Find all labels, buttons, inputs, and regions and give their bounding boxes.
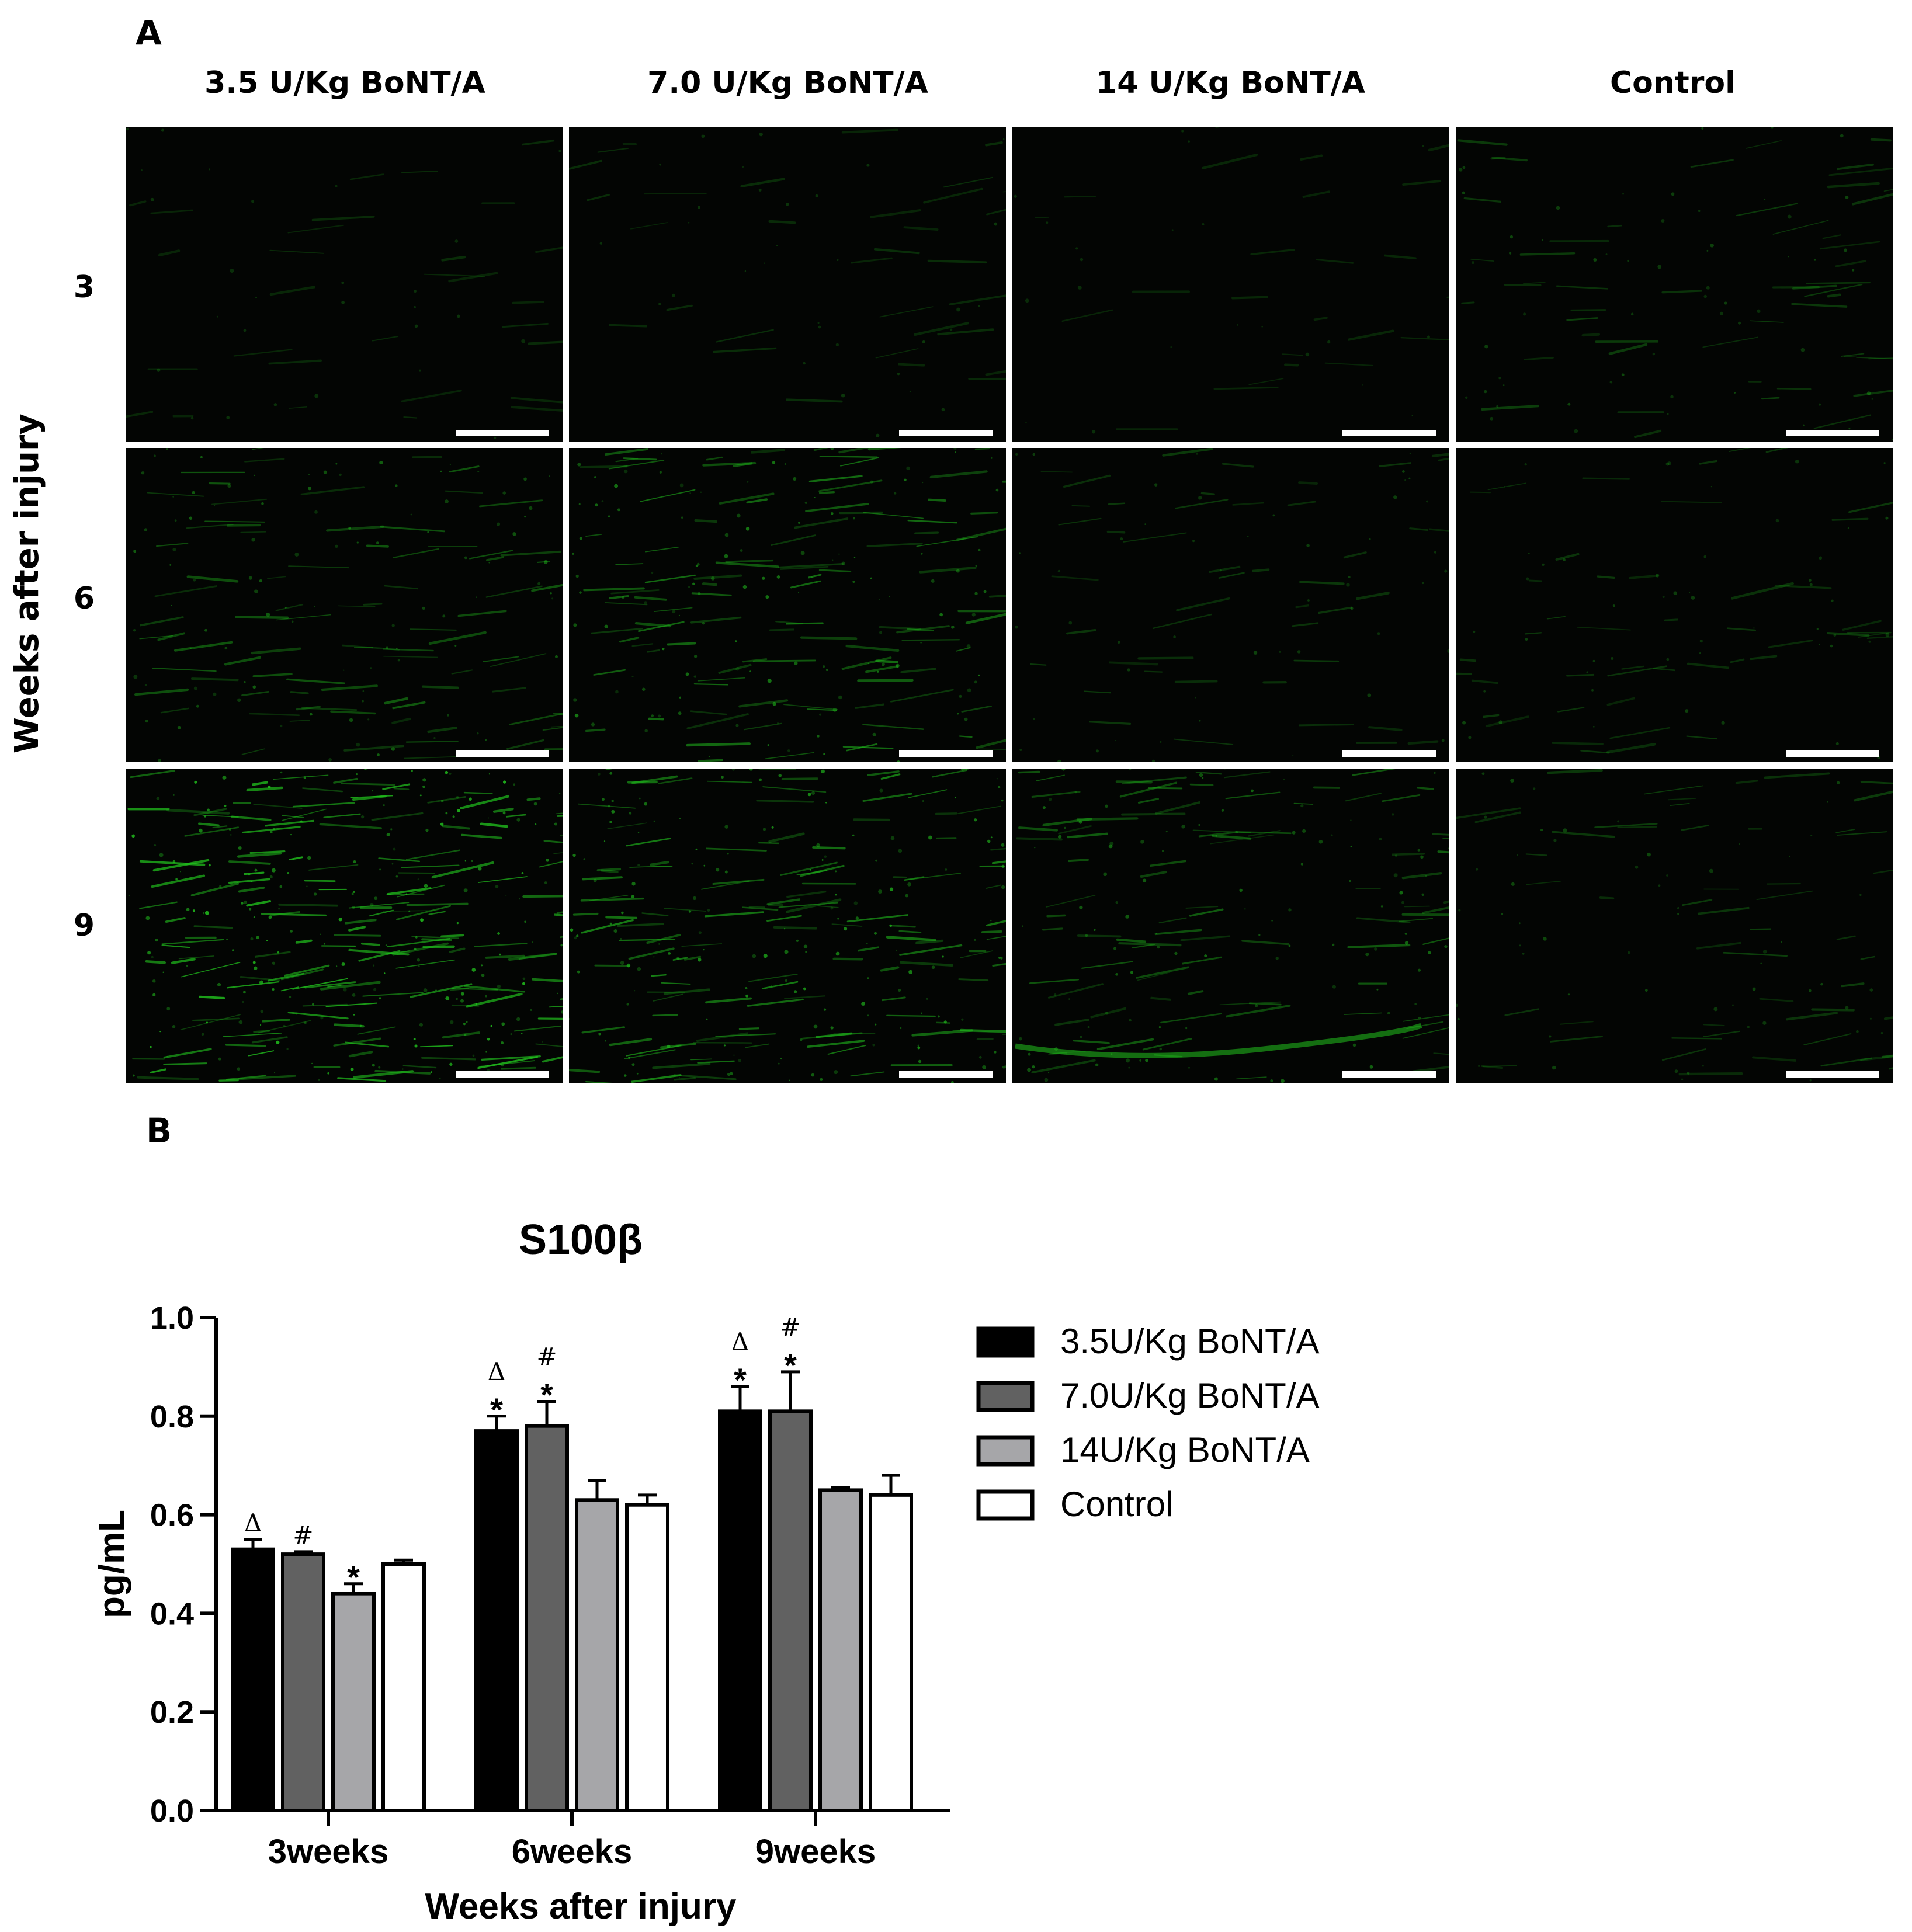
bar: [818, 1488, 863, 1812]
scale-bar: [1342, 1071, 1436, 1078]
significance-mark: Δ: [244, 1509, 262, 1537]
legend-entry: 14U/Kg BoNT/A: [1060, 1430, 1310, 1469]
bar: [718, 1409, 762, 1813]
micrograph-tile: [569, 769, 1006, 1083]
micrograph-tile: [1012, 127, 1449, 442]
y-tick-label: 0.0: [150, 1794, 194, 1829]
significance-mark: #: [536, 1342, 557, 1371]
y-tick-label: 0.4: [150, 1596, 194, 1631]
column-label-control: Control: [1610, 65, 1736, 100]
micrograph-grid: [126, 127, 1893, 1083]
bar: [331, 1592, 376, 1812]
legend-swatch: [976, 1489, 1035, 1521]
scale-bar: [1342, 430, 1436, 436]
x-tick-label: 9weeks: [755, 1833, 876, 1871]
legend-entry: 7.0U/Kg BoNT/A: [1060, 1376, 1320, 1415]
micrograph-tile: [569, 127, 1006, 442]
bar: [474, 1429, 519, 1813]
significance-mark: #: [293, 1521, 313, 1549]
bar: [231, 1547, 275, 1812]
legend-entry: Control: [1060, 1485, 1173, 1524]
significance-mark: *: [490, 1391, 503, 1428]
micrograph-tile: [569, 448, 1006, 762]
row-label-week-3: 3: [73, 270, 95, 305]
scale-bar: [899, 750, 993, 757]
panel-a-letter: A: [136, 13, 162, 53]
significance-mark: #: [780, 1313, 800, 1342]
row-label-week-9: 9: [73, 908, 95, 943]
bar: [525, 1424, 569, 1812]
x-tick-label: 6weeks: [512, 1833, 632, 1871]
legend-entry: 3.5U/Kg BoNT/A: [1060, 1322, 1320, 1361]
scale-bar: [1342, 750, 1436, 757]
column-label-14-dose: 14 U/Kg BoNT/A: [1096, 65, 1365, 100]
y-tick-label: 0.6: [150, 1498, 194, 1533]
scale-bar: [456, 750, 549, 757]
scale-bar: [1786, 430, 1879, 436]
scale-bar: [456, 1071, 549, 1078]
significance-mark: *: [784, 1347, 797, 1384]
bar: [281, 1552, 325, 1813]
micrograph-tile: [1456, 448, 1893, 762]
legend-swatch: [976, 1381, 1035, 1412]
bar: [381, 1562, 426, 1812]
micrograph-tile: [1456, 127, 1893, 442]
significance-mark: *: [347, 1559, 360, 1596]
bar: [869, 1493, 913, 1813]
y-axis-label: pg/mL: [92, 1510, 132, 1618]
row-label-week-6: 6: [73, 581, 95, 616]
column-label-7-0-dose: 7.0 U/Kg BoNT/A: [647, 65, 928, 100]
chart-title: S100β: [519, 1217, 643, 1263]
panel-b-letter: B: [146, 1111, 172, 1151]
bar: [768, 1409, 813, 1813]
scale-bar: [899, 1071, 993, 1078]
significance-mark: Δ: [731, 1328, 749, 1356]
x-tick-label: 3weeks: [268, 1833, 388, 1871]
significance-mark: Δ: [488, 1357, 505, 1386]
scale-bar: [456, 430, 549, 436]
significance-mark: *: [540, 1376, 553, 1413]
scale-bar: [1786, 1071, 1879, 1078]
micrograph-tile: [126, 448, 563, 762]
bar: [625, 1503, 669, 1812]
micrograph-tile: [126, 769, 563, 1083]
scale-bar: [899, 430, 993, 436]
micrograph-tile: [1012, 769, 1449, 1083]
column-label-3-5-dose: 3.5 U/Kg BoNT/A: [204, 65, 485, 100]
bar: [575, 1498, 619, 1812]
legend-swatch: [976, 1435, 1035, 1467]
micrograph-tile: [126, 127, 563, 442]
y-tick-label: 1.0: [150, 1301, 194, 1336]
x-axis-label: Weeks after injury: [425, 1886, 737, 1927]
scale-bar: [1786, 750, 1879, 757]
micrograph-tile: [1456, 769, 1893, 1083]
legend-swatch: [976, 1326, 1035, 1358]
significance-mark: *: [734, 1361, 747, 1398]
y-tick-label: 0.2: [150, 1695, 194, 1730]
y-tick-label: 0.8: [150, 1399, 194, 1434]
micrograph-tile: [1012, 448, 1449, 762]
